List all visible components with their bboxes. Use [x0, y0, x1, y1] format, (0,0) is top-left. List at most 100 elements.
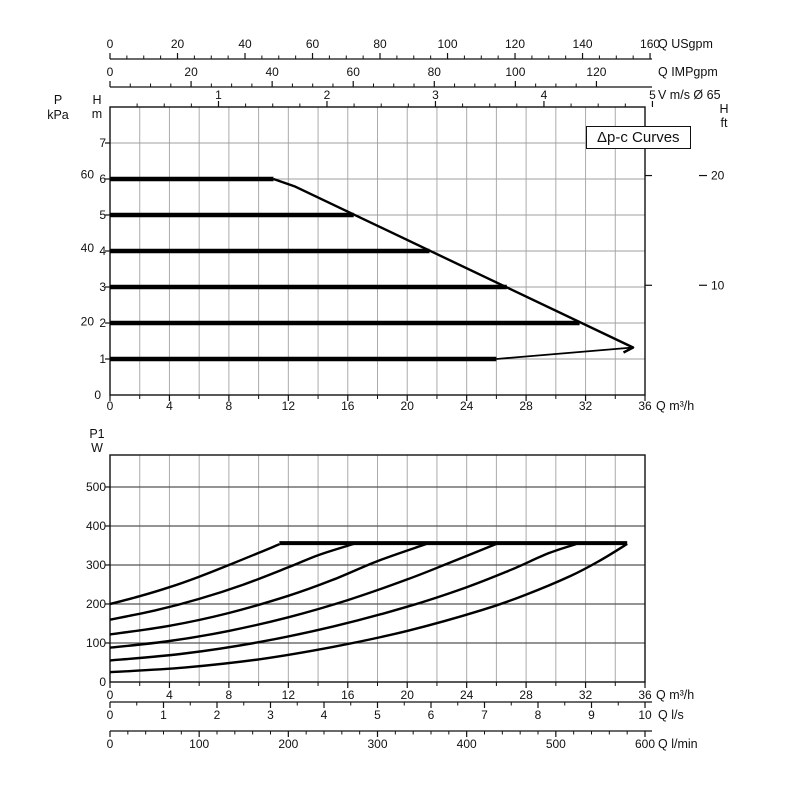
tick-label: 12 — [282, 399, 296, 413]
tick-label: 10 — [638, 708, 652, 722]
tick-label: 0 — [107, 688, 114, 702]
tick-label: 4 — [166, 688, 173, 702]
tick-label: 2 — [214, 708, 221, 722]
tick-label: 0 — [107, 708, 114, 722]
tick-label: 32 — [579, 399, 593, 413]
tick-label: 160 — [640, 37, 660, 51]
tick-label: 8 — [226, 399, 233, 413]
tick-label: 2 — [99, 316, 106, 330]
tick-label: 20 — [401, 399, 415, 413]
tick-label: 80 — [373, 37, 387, 51]
x-axis-unit-label: Q m³/h — [656, 688, 694, 702]
scale-unit-label: V m/s Ø 65 — [658, 88, 721, 102]
tick-label: 3 — [99, 280, 106, 294]
power-curve-4m — [109, 542, 427, 636]
tick-label: 400 — [86, 519, 106, 533]
axis-name-w: W — [91, 441, 103, 455]
axis-name-m: m — [92, 107, 102, 121]
tick-label: 1 — [99, 352, 106, 366]
tick-label: 20 — [184, 65, 198, 79]
power-curve-2m — [109, 542, 577, 662]
axis-name-kpa: kPa — [47, 108, 69, 122]
axis-name-ft: ft — [721, 116, 728, 130]
tick-label: 24 — [460, 399, 474, 413]
tick-label: 2 — [324, 88, 331, 102]
tick-label: 600 — [635, 737, 655, 751]
tick-label: 100 — [505, 65, 525, 79]
tick-label: 140 — [573, 37, 593, 51]
tick-label: 200 — [86, 597, 106, 611]
power-curve-5m — [109, 542, 355, 621]
tick-label: 4 — [99, 244, 106, 258]
tick-label: 0 — [99, 675, 106, 689]
tick-label: 500 — [86, 480, 106, 494]
tick-label: 28 — [519, 688, 533, 702]
tick-label: 12 — [282, 688, 296, 702]
tick-label: 40 — [81, 241, 95, 255]
tick-label: 20 — [401, 688, 415, 702]
tick-label: 5 — [99, 208, 106, 222]
tick-label: 60 — [81, 168, 95, 182]
tick-label: 24 — [460, 688, 474, 702]
tick-label: 0 — [94, 388, 101, 402]
axis-name-h-ft: H — [719, 102, 728, 116]
power-curve-6m — [109, 543, 280, 606]
tick-label: 20 — [81, 315, 95, 329]
tick-label: 0 — [107, 399, 114, 413]
tick-label: 6 — [428, 708, 435, 722]
tick-label: 60 — [347, 65, 361, 79]
tick-label: 5 — [649, 88, 656, 102]
tick-label: 32 — [579, 688, 593, 702]
tick-label: 9 — [588, 708, 595, 722]
tick-label: 0 — [107, 65, 114, 79]
tick-label: 300 — [86, 558, 106, 572]
tick-label: 200 — [278, 737, 298, 751]
tick-label: 0 — [107, 737, 114, 751]
tick-label: 28 — [519, 399, 533, 413]
tick-label: 16 — [341, 399, 355, 413]
tick-label: 100 — [438, 37, 458, 51]
tick-label: 1 — [215, 88, 222, 102]
tick-label: 4 — [321, 708, 328, 722]
tick-label: 7 — [99, 136, 106, 150]
tick-label: 36 — [638, 688, 652, 702]
tick-label: 8 — [226, 688, 233, 702]
tick-label: 0 — [107, 37, 114, 51]
tick-label: 8 — [535, 708, 542, 722]
tick-label: 80 — [428, 65, 442, 79]
power-curve-3m — [109, 542, 497, 649]
tick-label: 300 — [367, 737, 387, 751]
axis-name-p: P — [54, 93, 62, 107]
tick-label: 20 — [711, 169, 725, 183]
tick-label: 3 — [267, 708, 274, 722]
tick-label: 7 — [481, 708, 488, 722]
tick-label: 4 — [166, 399, 173, 413]
tick-label: 60 — [306, 37, 320, 51]
tick-label: 40 — [238, 37, 252, 51]
tick-label: 400 — [457, 737, 477, 751]
scale-unit-label: Q l/s — [658, 708, 684, 722]
scale-unit-label: Q l/min — [658, 737, 698, 751]
tick-label: 20 — [171, 37, 185, 51]
min-curve-extension — [496, 346, 634, 360]
tick-label: 120 — [586, 65, 606, 79]
axis-name-p1: P1 — [89, 427, 104, 441]
max-curve-envelope — [273, 177, 635, 354]
tick-label: 100 — [86, 636, 106, 650]
curve-type-label: Δp-c Curves — [586, 126, 691, 149]
power-curve-1m — [109, 542, 628, 674]
tick-label: 3 — [432, 88, 439, 102]
tick-label: 36 — [638, 399, 652, 413]
scale-unit-label: Q USgpm — [658, 37, 713, 51]
x-axis-unit-label: Q m³/h — [656, 399, 694, 413]
tick-label: 1 — [160, 708, 167, 722]
tick-label: 10 — [711, 278, 725, 292]
tick-label: 40 — [265, 65, 279, 79]
tick-label: 5 — [374, 708, 381, 722]
axis-name-h: H — [92, 93, 101, 107]
scale-unit-label: Q IMPgpm — [658, 65, 718, 79]
tick-label: 100 — [189, 737, 209, 751]
tick-label: 120 — [505, 37, 525, 51]
